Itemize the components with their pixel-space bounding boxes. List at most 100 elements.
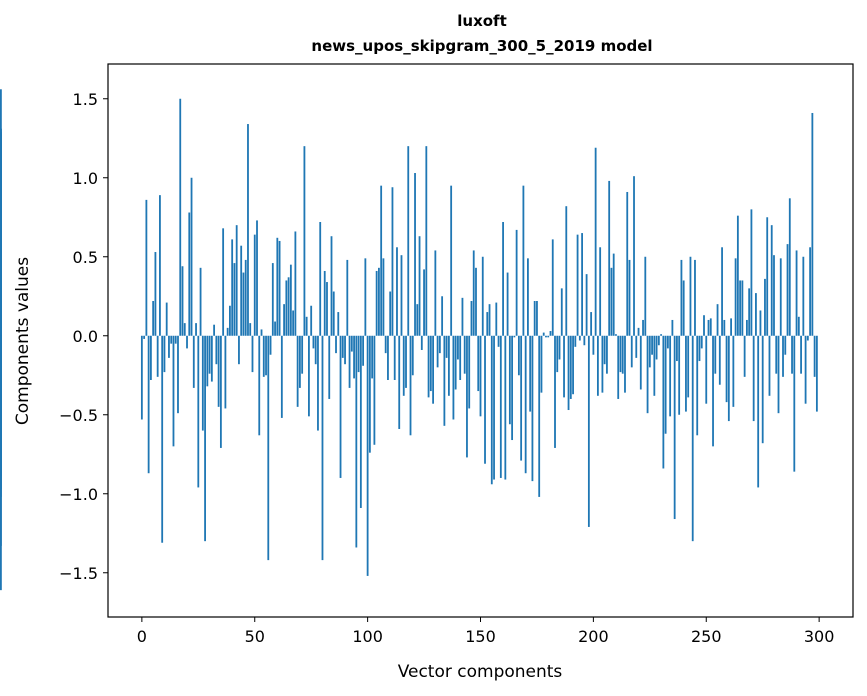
bar-component-298 [813, 335, 816, 377]
bar-component-229 [657, 335, 660, 346]
bar-component-212 [619, 335, 622, 373]
bar-component-265 [739, 280, 742, 336]
bar-component-36 [222, 228, 225, 336]
bar-component-164 [511, 335, 514, 441]
bar-component-91 [346, 259, 349, 336]
y-axis-label: Components values [13, 257, 33, 425]
bar-component-56 [267, 335, 270, 561]
bar-component-179 [545, 335, 547, 338]
bar-component-194 [578, 335, 581, 341]
bar-component-274 [759, 310, 762, 336]
x-axis-label: Vector components [398, 662, 563, 682]
bar-component-77 [314, 335, 317, 365]
bar-component-136 [447, 335, 450, 396]
bar-component-278 [768, 335, 771, 396]
bar-component-119 [409, 335, 412, 436]
bar-component-129 [432, 335, 434, 404]
bar-component-226 [651, 335, 653, 355]
bar-component-270 [750, 209, 753, 336]
bar-component-61 [278, 240, 281, 336]
bar-component-206 [606, 335, 608, 374]
bar-component-174 [533, 301, 536, 336]
bar-component-152 [484, 335, 486, 464]
bar-component-156 [493, 335, 495, 480]
bar-component-76 [312, 335, 315, 349]
bar-component-201 [594, 147, 597, 336]
bar-component-215 [626, 191, 629, 336]
bar-component-48 [249, 323, 252, 336]
bar-component-15 [174, 335, 177, 344]
bar-component-20 [186, 335, 188, 349]
bar-component-139 [454, 335, 457, 390]
bar-component-233 [666, 335, 669, 349]
bar-component-45 [242, 272, 245, 336]
bar-component-103 [373, 335, 376, 445]
chart-subtitle: news_upos_skipgram_300_5_2019 model [311, 37, 652, 55]
bar-component-111 [391, 187, 394, 336]
bar-component-40 [231, 239, 234, 336]
bar-component-286 [786, 244, 789, 336]
bar-component-288 [791, 335, 793, 374]
bar-component-104 [375, 270, 378, 336]
bar-component-166 [515, 229, 518, 336]
y-tick-label: 1.0 [73, 169, 98, 188]
bar-component-126 [425, 146, 428, 336]
bar-component-196 [583, 335, 586, 346]
bar-component-35 [219, 335, 222, 448]
bar-component-94 [353, 335, 355, 379]
bar-component-230 [660, 334, 663, 336]
bar-component-11 [165, 302, 168, 336]
bar-component-234 [669, 335, 672, 417]
y-tick-label: −1.5 [59, 564, 98, 583]
x-tick-label: 250 [691, 627, 722, 646]
bar-component-204 [601, 335, 604, 393]
bar-component-207 [608, 180, 611, 336]
bar-component-159 [499, 335, 502, 478]
bar-component-296 [809, 247, 812, 336]
bar-component-135 [445, 335, 448, 358]
bar-component-57 [269, 335, 272, 355]
bar-component-155 [490, 335, 493, 485]
bar-component-114 [398, 335, 401, 429]
bar-component-271 [752, 335, 755, 422]
bar-component-29 [206, 335, 209, 387]
bar-component-53 [260, 329, 263, 336]
bar-component-145 [468, 335, 471, 409]
bar-component-163 [508, 335, 511, 425]
bar-component-262 [732, 335, 735, 407]
bar-component-217 [630, 335, 633, 368]
bar-component-113 [396, 247, 398, 336]
bar-component-105 [378, 267, 380, 336]
bar-component-168 [520, 335, 523, 461]
bar-component-101 [368, 335, 371, 453]
bar-component-98 [362, 335, 365, 366]
bar-component-268 [745, 319, 748, 336]
bar-component-203 [599, 247, 602, 336]
bar-component-71 [301, 335, 304, 374]
bar-component-218 [633, 176, 635, 336]
bar-component-165 [513, 335, 516, 338]
bar-component-74 [308, 335, 310, 417]
bar-component-188 [565, 206, 568, 336]
bar-component-238 [678, 335, 681, 415]
bar-component-138 [452, 335, 455, 420]
bar-component-237 [676, 335, 678, 362]
bar-component-52 [258, 335, 261, 436]
bar-component-73 [305, 316, 308, 336]
bar-component-95 [355, 335, 358, 548]
bar-component-38 [226, 327, 229, 336]
bar-component-190 [569, 335, 572, 399]
bar-component-208 [610, 267, 613, 336]
bar-component-115 [400, 255, 403, 336]
bar-component-185 [558, 335, 561, 360]
bar-component-66 [289, 264, 292, 336]
bar-component-49 [251, 335, 254, 373]
bar-component-266 [741, 280, 744, 336]
bar-component-89 [341, 335, 344, 358]
bar-component-27 [201, 335, 204, 431]
bar-component-289 [793, 335, 796, 472]
bar-component-256 [718, 335, 721, 385]
bar-component-131 [436, 335, 439, 368]
bar-component-210 [615, 334, 617, 336]
